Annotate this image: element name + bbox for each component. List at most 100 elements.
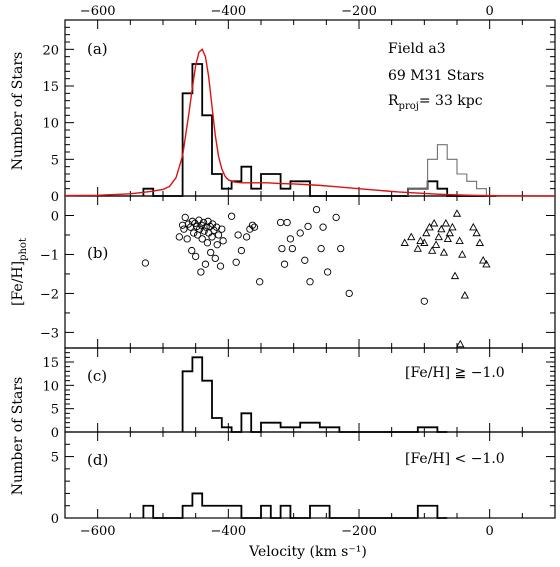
panel-b-y-tick-label: 0 — [51, 209, 59, 224]
y-axis-label-metallicity-main: [Fe/H] — [10, 261, 26, 306]
scatter-point-mw — [439, 248, 449, 256]
y-axis-label-bottom: Number of Stars — [10, 377, 26, 495]
scatter-point-m31 — [219, 237, 227, 245]
annotation-rproj-subscript: proj — [399, 101, 419, 112]
scatter-point-m31 — [312, 205, 321, 214]
scatter-point-m31 — [218, 225, 226, 233]
scatter-point-mw — [407, 232, 416, 241]
scatter-point-mw — [434, 232, 443, 241]
x-axis-label: Velocity (km s⁻¹) — [248, 544, 367, 560]
scatter-point-mw — [475, 238, 485, 246]
scatter-point-m31 — [188, 246, 196, 255]
scatter-point-m31 — [200, 227, 208, 235]
panel-c-y-tick-label: 10 — [42, 379, 59, 394]
annotation-metal-poor: [Fe/H] < −1.0 — [405, 451, 505, 467]
scatter-point-m31 — [276, 218, 285, 227]
scatter-point-m31 — [306, 278, 314, 286]
scatter-point-m31 — [256, 278, 264, 286]
panel-c-label: (c) — [87, 367, 107, 385]
scatter-point-m31 — [212, 223, 221, 231]
scatter-point-m31 — [195, 225, 204, 233]
scatter-point-m31 — [280, 260, 289, 268]
scatter-point-m31 — [207, 248, 215, 257]
scatter-point-mw — [448, 222, 457, 231]
scatter-point-mw — [458, 250, 467, 258]
scatter-point-mw — [429, 218, 439, 227]
scatter-point-mw — [478, 255, 488, 264]
scatter-point-m31 — [214, 231, 223, 239]
scatter-point-m31 — [237, 246, 246, 255]
scatter-point-mw — [460, 291, 470, 299]
scatter-point-mw — [437, 224, 446, 233]
scatter-point-m31 — [317, 244, 325, 253]
scatter-point-m31 — [296, 229, 304, 237]
scatter-point-m31 — [337, 244, 345, 253]
scatter-point-m31 — [192, 252, 200, 261]
scatter-point-mw — [413, 244, 422, 252]
y-axis-label-metallicity: [Fe/H]phot — [10, 238, 29, 306]
scatter-point-mw — [456, 339, 465, 348]
panel-a-y-tick-label: 20 — [42, 43, 59, 58]
panel-b-y-tick-label: −2 — [40, 287, 59, 302]
scatter-point-m31 — [234, 231, 242, 239]
panel-a-y-tick-label: 0 — [51, 190, 59, 205]
scatter-point-m31 — [183, 235, 191, 243]
scatter-point-m31 — [190, 229, 198, 237]
scatter-point-m31 — [332, 213, 340, 222]
scatter-point-mw — [416, 236, 425, 244]
bottom-x-tick-label: −600 — [80, 524, 116, 539]
scatter-point-m31 — [283, 218, 291, 227]
panel-c-y-tick-label: 0 — [51, 426, 59, 441]
scatter-point-m31 — [203, 239, 212, 247]
bottom-x-tick-label: 0 — [486, 524, 494, 539]
scatter-point-mw — [443, 234, 453, 243]
annotation-metal-rich: [Fe/H] ≧ −1.0 — [405, 365, 505, 381]
annotation-rproj: Rproj= 33 kpc — [388, 93, 483, 112]
scatter-point-m31 — [216, 262, 225, 270]
top-x-tick-label: −200 — [341, 4, 377, 19]
annotation-field: Field a3 — [388, 41, 446, 57]
top-x-tick-label: 0 — [486, 4, 494, 19]
bottom-x-tick-label: −400 — [210, 524, 246, 539]
scatter-point-m31 — [232, 258, 240, 266]
scatter-point-m31 — [181, 213, 189, 222]
scatter-point-mw — [428, 246, 437, 254]
scatter-point-m31 — [141, 259, 150, 267]
top-x-tick-label: −600 — [80, 4, 116, 19]
y-axis-label-top: Number of Stars — [10, 52, 26, 170]
scatter-point-mw — [455, 236, 464, 244]
scatter-point-m31 — [211, 254, 219, 263]
panel-b-label: (b) — [87, 244, 108, 262]
scatter-point-m31 — [323, 268, 332, 276]
panel-b-frame — [64, 195, 556, 349]
scatter-point-m31 — [288, 244, 297, 253]
bottom-x-tick-label: −200 — [341, 524, 377, 539]
scatter-point-mw — [422, 228, 431, 237]
scatter-point-m31 — [286, 235, 295, 243]
scatter-point-m31 — [250, 223, 259, 231]
scatter-point-m31 — [278, 244, 286, 253]
scatter-point-mw — [441, 218, 451, 227]
scatter-point-m31 — [246, 225, 254, 233]
scatter-point-mw — [482, 259, 491, 268]
annotation-star-count: 69 M31 Stars — [388, 68, 484, 84]
scatter-point-m31 — [208, 233, 216, 241]
panel-c-histogram-0 — [181, 356, 448, 433]
panel-c-y-tick-label: 15 — [42, 356, 59, 371]
scatter-point-mw — [450, 271, 460, 280]
scatter-point-m31 — [304, 222, 312, 231]
scatter-point-mw — [452, 209, 462, 217]
panel-b-y-tick-label: −1 — [40, 248, 59, 263]
scatter-point-m31 — [201, 260, 210, 268]
panel-d-y-tick-label: 5 — [51, 451, 59, 466]
panel-a-histogram-1 — [407, 144, 497, 197]
scatter-point-mw — [472, 228, 481, 237]
scatter-point-m31 — [197, 268, 205, 276]
panel-a-label: (a) — [87, 40, 108, 58]
scatter-point-mw — [420, 238, 429, 246]
scatter-point-m31 — [175, 233, 183, 241]
panel-a-y-tick-label: 10 — [42, 117, 59, 132]
scatter-point-mw — [469, 222, 478, 231]
y-axis-label-metallicity-sub: phot — [18, 238, 29, 261]
